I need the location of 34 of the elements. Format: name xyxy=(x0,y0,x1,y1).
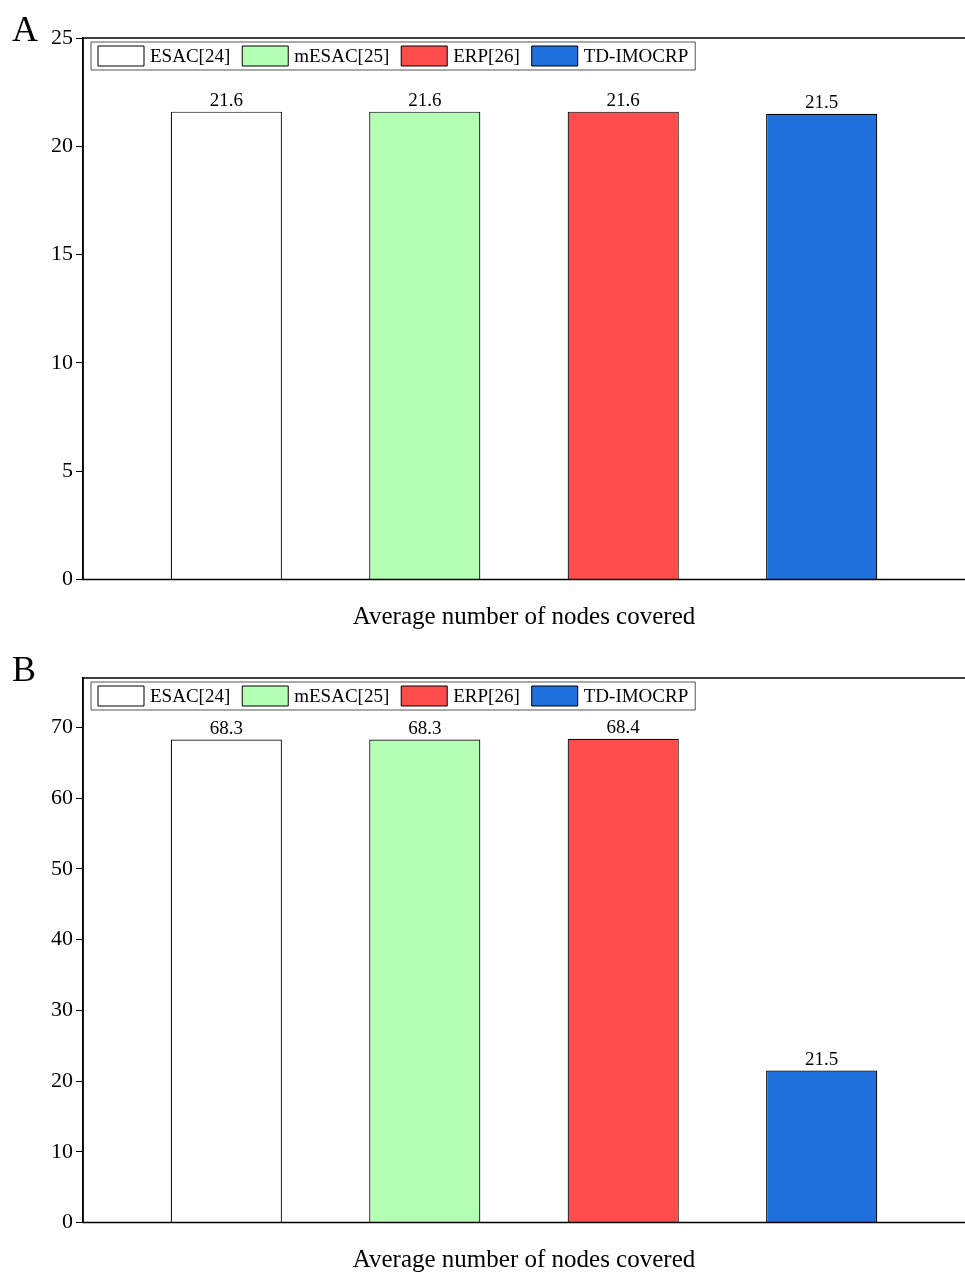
y-tick-label: 10 xyxy=(51,1137,73,1163)
legend-label: ERP[26] xyxy=(453,44,520,66)
data-label: 21.5 xyxy=(805,91,839,113)
data-label: 21.6 xyxy=(209,89,243,111)
legend-label: TD-IMOCRP xyxy=(583,44,689,66)
y-tick-label: 15 xyxy=(51,240,73,266)
y-tick-label: 0 xyxy=(62,565,73,591)
y-tick-label: 0 xyxy=(62,1208,73,1234)
y-tick-label: 60 xyxy=(51,784,73,810)
y-tick-label: 10 xyxy=(51,348,73,374)
data-label: 68.3 xyxy=(408,717,442,739)
y-tick-label: 20 xyxy=(51,132,73,158)
text: ESAC[24] xyxy=(150,44,231,66)
data-label: 21.5 xyxy=(805,1048,839,1070)
y-tick-label: 20 xyxy=(51,1066,73,1092)
legend-label: mESAC[25] xyxy=(294,44,390,66)
x-axis-title: Average number of nodes covered xyxy=(352,601,696,629)
y-tick-label: 5 xyxy=(62,457,73,483)
series-label: ESAC[24] xyxy=(150,684,231,706)
y-tick-label: 50 xyxy=(51,854,73,880)
y-tick-label: 25 xyxy=(51,23,73,49)
legend-label: mESAC[25] xyxy=(294,684,390,706)
data-label: 21.6 xyxy=(408,89,442,111)
legend-label: TD-IMOCRP xyxy=(583,684,689,706)
data-label: 21.6 xyxy=(606,89,640,111)
y-tick-label: 70 xyxy=(51,713,73,739)
chart-title: B xyxy=(12,648,37,690)
data-label: 68.4 xyxy=(606,716,641,738)
y-tick-label: 40 xyxy=(51,925,73,951)
data-label: 68.3 xyxy=(209,717,243,739)
y-tick-label: 30 xyxy=(51,996,73,1022)
legend-label: ERP[26] xyxy=(453,684,520,706)
chart-title: A xyxy=(12,8,38,50)
x-axis-title: Average number of nodes covered xyxy=(352,1244,696,1272)
